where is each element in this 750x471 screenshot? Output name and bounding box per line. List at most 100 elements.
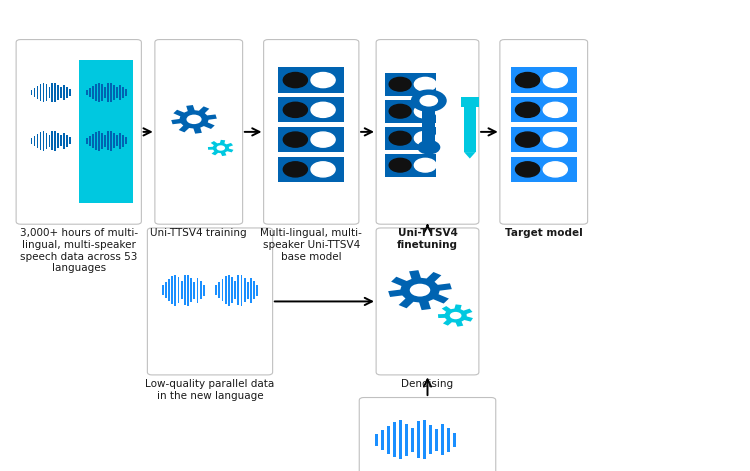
- Bar: [86, 138, 88, 144]
- Circle shape: [414, 105, 436, 118]
- Bar: [200, 281, 202, 300]
- Bar: [250, 278, 252, 302]
- Bar: [464, 97, 476, 152]
- Circle shape: [543, 102, 567, 117]
- Text: Uni-TTSV4
finetuning: Uni-TTSV4 finetuning: [397, 228, 458, 250]
- Bar: [222, 279, 224, 301]
- Circle shape: [411, 89, 447, 112]
- Circle shape: [410, 284, 430, 297]
- Bar: [98, 83, 100, 102]
- Circle shape: [414, 158, 436, 172]
- Bar: [64, 85, 65, 100]
- Bar: [511, 97, 577, 122]
- Bar: [110, 83, 112, 102]
- Bar: [228, 275, 230, 306]
- Bar: [162, 285, 164, 295]
- Bar: [61, 87, 62, 98]
- Bar: [256, 284, 258, 296]
- Bar: [40, 84, 41, 101]
- Bar: [104, 135, 106, 147]
- Circle shape: [414, 77, 436, 91]
- Bar: [58, 85, 59, 100]
- Bar: [247, 282, 249, 299]
- Circle shape: [417, 140, 440, 154]
- Polygon shape: [438, 304, 473, 327]
- Bar: [119, 133, 121, 149]
- Circle shape: [450, 312, 461, 319]
- Bar: [116, 136, 118, 146]
- FancyBboxPatch shape: [500, 40, 588, 224]
- Bar: [119, 85, 121, 100]
- Bar: [52, 83, 53, 102]
- Bar: [278, 67, 344, 93]
- Bar: [125, 89, 127, 96]
- Text: Target model: Target model: [505, 228, 583, 238]
- Bar: [79, 60, 134, 203]
- Bar: [411, 428, 414, 452]
- Polygon shape: [171, 105, 217, 134]
- Bar: [278, 97, 344, 122]
- Bar: [34, 136, 35, 146]
- Circle shape: [187, 114, 202, 124]
- Bar: [511, 67, 577, 93]
- Circle shape: [389, 77, 411, 91]
- Bar: [422, 97, 435, 152]
- Bar: [181, 281, 182, 300]
- Text: Uni-TTSV4 training: Uni-TTSV4 training: [151, 228, 247, 238]
- Bar: [447, 428, 450, 452]
- Bar: [187, 275, 189, 306]
- Bar: [429, 425, 432, 455]
- Bar: [423, 420, 426, 459]
- Circle shape: [515, 162, 539, 177]
- Bar: [64, 133, 65, 149]
- Bar: [168, 279, 170, 301]
- Bar: [89, 136, 91, 146]
- Bar: [218, 283, 220, 298]
- Circle shape: [284, 162, 308, 177]
- Bar: [104, 87, 106, 98]
- Bar: [70, 138, 71, 144]
- Circle shape: [419, 95, 438, 106]
- Circle shape: [389, 131, 411, 145]
- Bar: [31, 138, 32, 144]
- Bar: [441, 424, 444, 455]
- Circle shape: [217, 145, 225, 151]
- Bar: [98, 131, 100, 151]
- Circle shape: [311, 73, 335, 88]
- Bar: [113, 133, 115, 148]
- Bar: [61, 136, 62, 146]
- Circle shape: [311, 132, 335, 147]
- Bar: [238, 276, 239, 305]
- Bar: [417, 421, 420, 458]
- Text: Low-quality parallel data
in the new language: Low-quality parallel data in the new lan…: [146, 379, 274, 401]
- Circle shape: [389, 105, 411, 118]
- Bar: [101, 133, 103, 149]
- Bar: [95, 132, 97, 150]
- Bar: [278, 127, 344, 152]
- Bar: [37, 86, 38, 99]
- Bar: [225, 276, 226, 304]
- Bar: [175, 275, 176, 306]
- Bar: [435, 429, 438, 451]
- Polygon shape: [464, 152, 476, 159]
- Bar: [34, 88, 35, 97]
- Bar: [215, 285, 217, 295]
- Bar: [399, 420, 402, 459]
- Bar: [511, 127, 577, 152]
- Bar: [107, 83, 109, 102]
- Bar: [202, 284, 205, 296]
- Bar: [92, 86, 94, 99]
- Bar: [46, 84, 47, 101]
- Bar: [385, 127, 436, 150]
- Bar: [385, 73, 436, 96]
- Text: 3,000+ hours of multi-
lingual, multi-speaker
speech data across 53
languages: 3,000+ hours of multi- lingual, multi-sp…: [20, 228, 138, 273]
- Circle shape: [515, 132, 539, 147]
- Bar: [125, 138, 127, 144]
- Bar: [58, 133, 59, 148]
- Circle shape: [543, 162, 567, 177]
- Circle shape: [414, 131, 436, 145]
- Bar: [190, 278, 192, 302]
- Bar: [194, 282, 195, 299]
- Text: Multi-lingual, multi-
speaker Uni-TTSV4
base model: Multi-lingual, multi- speaker Uni-TTSV4 …: [260, 228, 362, 261]
- Bar: [393, 422, 396, 457]
